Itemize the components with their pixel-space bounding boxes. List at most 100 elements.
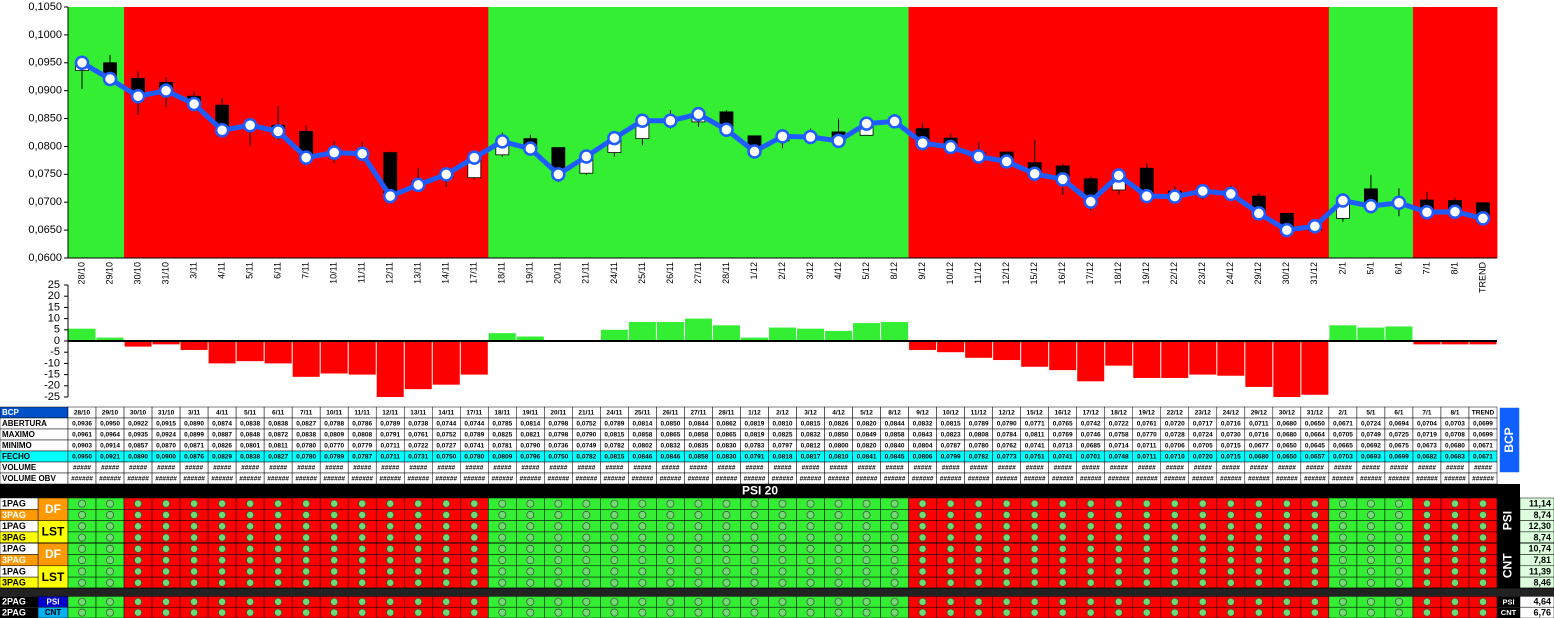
bar: [236, 341, 264, 362]
signal-dot: [1451, 567, 1459, 576]
signal-dot: [1423, 522, 1431, 531]
signal-dot: [1310, 511, 1319, 519]
signal-dot: [78, 522, 86, 531]
signal-dot: [778, 522, 787, 531]
signal-dot: [862, 556, 871, 565]
signal-dot: [666, 608, 675, 617]
table-cell-text: 0,0780: [296, 443, 316, 450]
signal-dot: [1366, 556, 1375, 565]
bar: [656, 321, 684, 341]
signal-dot: [1394, 556, 1403, 565]
x-tick-label: 9/12: [917, 262, 927, 280]
y-tick-label: 0,0700: [28, 196, 62, 208]
table-cell-text: ######: [1220, 476, 1242, 483]
table-cell-text: 0,0720: [1193, 454, 1213, 461]
table-cell-text: 28/11: [718, 410, 734, 417]
x-tick-label: 2/12: [777, 262, 787, 280]
signal-dot: [330, 608, 339, 617]
signal-dot: [1479, 608, 1487, 617]
signal-dot: [1338, 597, 1347, 606]
table-cell-text: ######: [1472, 476, 1494, 483]
background-band: [460, 7, 489, 258]
signal-dot: [246, 499, 255, 508]
signal-dot: [638, 578, 647, 587]
signal-dot: [1058, 511, 1067, 519]
bar: [460, 341, 488, 375]
close-marker: [1363, 198, 1379, 214]
bar: [96, 337, 124, 341]
bcp-button[interactable]: [1498, 406, 1521, 474]
row-value: 6,76: [1533, 607, 1551, 617]
table-cell-text: 0,0801: [240, 443, 260, 450]
table-cell-text: ######: [744, 476, 766, 483]
table-cell-text: 0,0650: [1305, 421, 1325, 428]
table-cell-text: ######: [379, 476, 401, 483]
signal-dot: [526, 608, 535, 617]
table-cell-text: 0,0865: [717, 432, 737, 439]
x-tick-label: 18/12: [1113, 262, 1123, 285]
signal-dot: [190, 578, 199, 587]
signal-dot: [666, 522, 675, 531]
table-cell-text: 0,0790: [520, 443, 540, 450]
table-cell-text: 0,0819: [745, 432, 765, 439]
table-cell-text: 0,0645: [1305, 443, 1325, 450]
row-label: 1PAG: [2, 521, 26, 531]
signal-dot: [750, 597, 759, 606]
signal-dot: [1366, 567, 1375, 576]
signal-dot: [694, 511, 703, 519]
signal-dot: [414, 578, 423, 587]
signal-dot: [302, 522, 311, 531]
signal-dot: [1002, 567, 1011, 576]
close-marker: [439, 167, 454, 182]
y-tick-label: -10: [44, 357, 60, 369]
table-cell-text: ######: [828, 476, 850, 483]
bar: [1049, 341, 1077, 371]
row-value: 8,74: [1533, 510, 1551, 520]
table-cell-text: ######: [71, 476, 93, 483]
signal-dot: [1030, 533, 1039, 542]
table-cell-text: 0,0890: [184, 421, 204, 428]
signal-dot: [554, 556, 563, 565]
tag-label: LST: [42, 525, 65, 539]
signal-dot: [218, 499, 227, 508]
signal-dot: [218, 544, 227, 553]
signal-dot: [274, 533, 283, 542]
tag-label: PSI: [47, 597, 60, 606]
signal-dot: [554, 499, 563, 508]
signal-dot: [1086, 511, 1095, 519]
table-cell-text: 0,0820: [857, 443, 877, 450]
signal-dot: [1086, 567, 1095, 576]
signal-dot: [1114, 522, 1123, 531]
signal-dot: [386, 578, 395, 587]
bcp-button-label[interactable]: BCP: [1502, 427, 1516, 452]
signal-dot: [1254, 597, 1263, 606]
row-label: 1PAG: [2, 499, 26, 509]
signal-dot: [1338, 544, 1347, 553]
signals-title: PSI 20: [742, 484, 778, 498]
signal-dot: [1254, 533, 1263, 542]
row-label: 3PAG: [2, 555, 26, 565]
table-cell-text: 0,0705: [1193, 443, 1213, 450]
signal-dot: [1114, 556, 1123, 565]
signal-dot: [1282, 511, 1291, 519]
background-band: [1104, 7, 1134, 258]
close-marker: [551, 167, 566, 182]
signal-dot: [386, 533, 395, 542]
signal-dot: [750, 511, 759, 519]
signal-dot: [694, 499, 703, 508]
x-tick-label: 13/11: [413, 262, 423, 284]
table-cell-text: 0,0728: [1165, 432, 1185, 439]
signal-dot: [1142, 511, 1151, 519]
row-label: VOLUME OBV: [2, 474, 56, 483]
y-tick-label: -20: [44, 380, 60, 392]
signal-dot: [1058, 499, 1067, 508]
background-band: [96, 7, 125, 258]
close-marker: [971, 149, 986, 164]
close-marker: [663, 113, 678, 129]
bar: [208, 341, 236, 364]
table-cell-text: #####: [381, 465, 399, 472]
signal-dot: [694, 544, 703, 553]
signal-dot: [1479, 567, 1487, 576]
signal-dot: [1366, 511, 1375, 519]
table-cell-text: 31/10: [158, 410, 175, 417]
